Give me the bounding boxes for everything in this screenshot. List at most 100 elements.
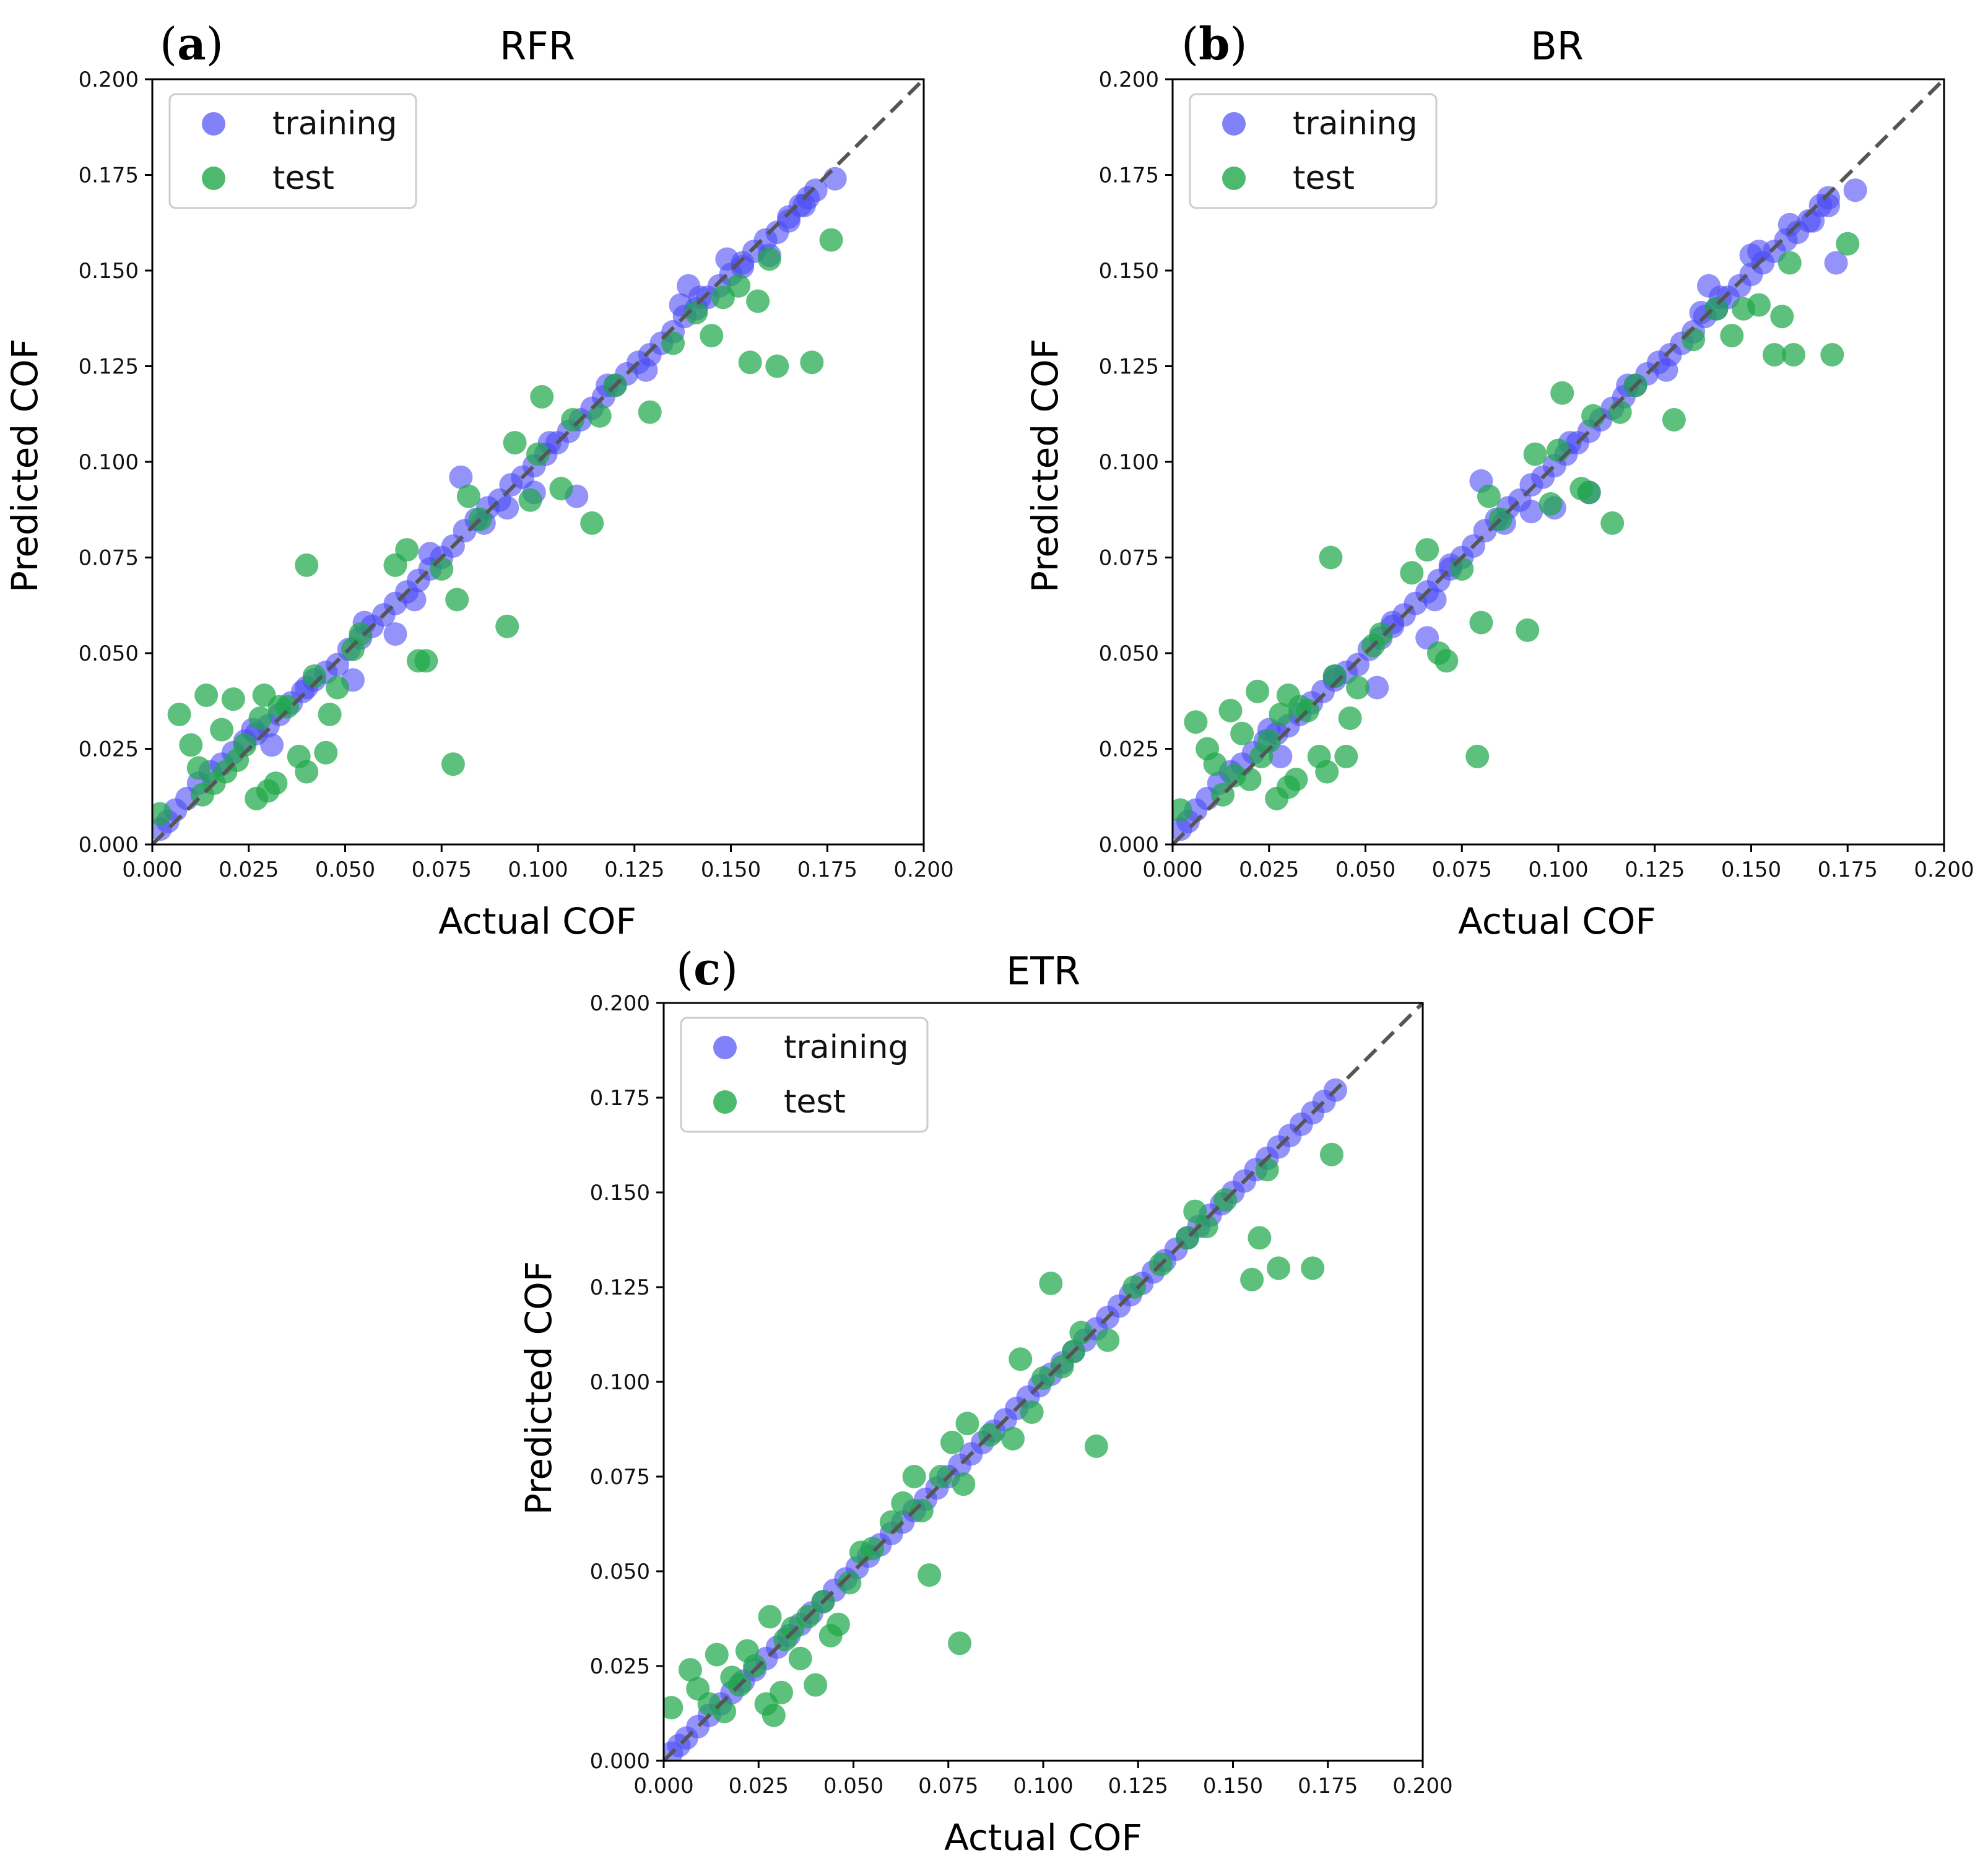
test-point bbox=[167, 702, 191, 726]
test-point bbox=[179, 733, 203, 757]
test-point bbox=[1122, 1275, 1147, 1299]
test-point bbox=[1248, 1226, 1272, 1250]
test-point bbox=[349, 622, 373, 646]
test-point bbox=[1577, 480, 1601, 505]
training-point bbox=[1747, 240, 1771, 264]
legend-frame bbox=[1189, 93, 1438, 209]
test-point bbox=[1720, 324, 1744, 348]
x-tick-label: 0.075 bbox=[918, 1774, 978, 1799]
test-point bbox=[1369, 622, 1393, 646]
test-point bbox=[758, 1605, 782, 1629]
x-tick-label: 0.050 bbox=[1335, 857, 1396, 882]
training-point bbox=[383, 622, 407, 646]
test-point bbox=[441, 752, 465, 776]
y-tick-label: 0.100 bbox=[79, 450, 139, 475]
test-point bbox=[495, 614, 519, 638]
test-point bbox=[1240, 1267, 1264, 1291]
test-point bbox=[1338, 706, 1362, 731]
test-point bbox=[503, 431, 527, 455]
test-point bbox=[743, 1654, 767, 1678]
chart-title-etr: ETR bbox=[1006, 948, 1080, 994]
x-tick-label: 0.200 bbox=[1392, 1774, 1452, 1799]
y-axis-label: Predicted COF bbox=[4, 339, 46, 592]
test-point bbox=[152, 802, 172, 826]
test-point bbox=[929, 1465, 953, 1488]
x-tick-label: 0.025 bbox=[219, 857, 279, 882]
axes-frame bbox=[151, 78, 925, 846]
test-point bbox=[804, 1673, 828, 1697]
y-tick-label: 0.050 bbox=[79, 641, 139, 666]
test-point bbox=[1194, 1215, 1218, 1239]
legend: training test bbox=[168, 93, 417, 209]
test-point bbox=[757, 247, 781, 271]
test-point bbox=[1469, 610, 1493, 635]
test-point bbox=[1450, 557, 1474, 581]
diagonal-reference-line bbox=[150, 77, 926, 846]
test-point bbox=[1020, 1400, 1044, 1424]
test-point bbox=[1777, 251, 1802, 275]
test-point bbox=[909, 1499, 934, 1523]
x-tick-label: 0.100 bbox=[1013, 1774, 1073, 1799]
x-tick-label: 0.000 bbox=[122, 857, 182, 882]
x-tick-label: 0.100 bbox=[1528, 857, 1588, 882]
test-point bbox=[700, 324, 724, 348]
test-point bbox=[1230, 721, 1254, 745]
test-point bbox=[762, 1703, 786, 1727]
x-tick-label: 0.075 bbox=[412, 857, 472, 882]
test-point bbox=[746, 289, 770, 313]
y-tick-label: 0.125 bbox=[590, 1275, 650, 1300]
test-point bbox=[295, 553, 319, 577]
test-point bbox=[902, 1465, 926, 1488]
y-tick-label: 0.000 bbox=[79, 833, 139, 857]
test-point bbox=[1319, 545, 1343, 570]
test-point bbox=[1269, 702, 1293, 726]
chart-title-rfr: RFR bbox=[500, 24, 575, 69]
test-point bbox=[1319, 1142, 1343, 1166]
test-point bbox=[1238, 767, 1262, 791]
x-tick-label: 0.050 bbox=[315, 857, 375, 882]
test-point bbox=[1836, 232, 1860, 256]
legend-marker-training bbox=[202, 112, 225, 136]
legend: training test bbox=[1189, 93, 1438, 209]
x-tick-label: 0.025 bbox=[1239, 857, 1299, 882]
test-point bbox=[248, 706, 272, 731]
panel-label-a: (a) bbox=[160, 17, 224, 70]
y-tick-label: 0.150 bbox=[1099, 259, 1159, 284]
legend-label-test: test bbox=[1293, 160, 1355, 197]
test-point bbox=[1400, 561, 1424, 585]
test-point bbox=[1284, 767, 1308, 791]
test-point bbox=[186, 756, 211, 780]
y-tick-label: 0.025 bbox=[79, 737, 139, 762]
legend: training test bbox=[680, 1017, 929, 1133]
legend-marker-test bbox=[202, 167, 225, 190]
legend-label-training: training bbox=[272, 105, 397, 142]
y-tick-label: 0.200 bbox=[590, 991, 650, 1016]
test-point bbox=[1523, 442, 1547, 466]
test-point bbox=[1315, 760, 1339, 784]
x-tick-label: 0.175 bbox=[1298, 1774, 1358, 1799]
test-point bbox=[819, 228, 843, 252]
test-point bbox=[1465, 744, 1490, 768]
y-axis-label: Predicted COF bbox=[518, 1261, 560, 1515]
test-point bbox=[1267, 1256, 1291, 1280]
test-point bbox=[1346, 675, 1369, 700]
legend-label-test: test bbox=[272, 160, 334, 197]
test-point bbox=[1415, 538, 1439, 562]
legend-label-training: training bbox=[784, 1029, 908, 1066]
test-point bbox=[194, 683, 219, 707]
test-point bbox=[1257, 729, 1281, 753]
x-tick-label: 0.200 bbox=[893, 857, 953, 882]
test-point bbox=[891, 1491, 915, 1515]
test-point bbox=[1539, 492, 1563, 516]
test-point bbox=[1550, 381, 1574, 405]
y-tick-label: 0.200 bbox=[79, 67, 139, 92]
x-axis-label: Actual COF bbox=[944, 1816, 1142, 1859]
test-point bbox=[326, 675, 349, 700]
y-tick-label: 0.200 bbox=[1099, 67, 1159, 92]
x-tick-label: 0.125 bbox=[1625, 857, 1685, 882]
chart-title-br: BR bbox=[1530, 24, 1584, 69]
test-point bbox=[940, 1430, 964, 1454]
